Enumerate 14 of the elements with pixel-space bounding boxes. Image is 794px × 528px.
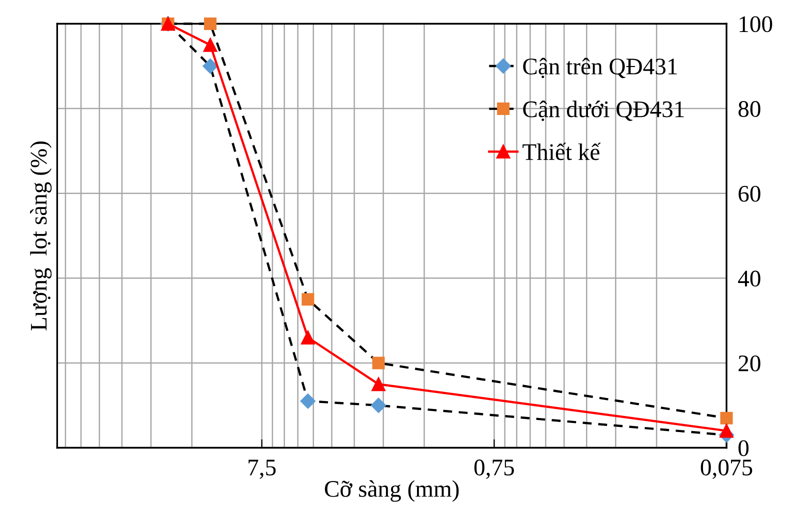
y-tick-label: 60 [738,186,760,202]
x-axis-title: Cỡ sàng (mm) [324,480,459,502]
legend-label: Thiết kế [522,142,601,160]
y-tick-label: 40 [738,270,760,287]
x-tick-label: 7,5 [248,460,276,479]
y-tick-label: 80 [738,101,760,117]
y-axis-title: Lượng lọt sàng (%) [30,142,52,330]
legend-label: Cận dưới QĐ431 [523,100,684,121]
legend-label: Cận trên QĐ431 [523,58,677,78]
y-tick-label: 0 [738,440,749,456]
y-tick-label: 20 [738,355,760,372]
x-tick-label: 0,75 [474,460,514,479]
y-tick-label: 100 [740,16,772,32]
x-tick-label: 0,075 [700,460,752,479]
